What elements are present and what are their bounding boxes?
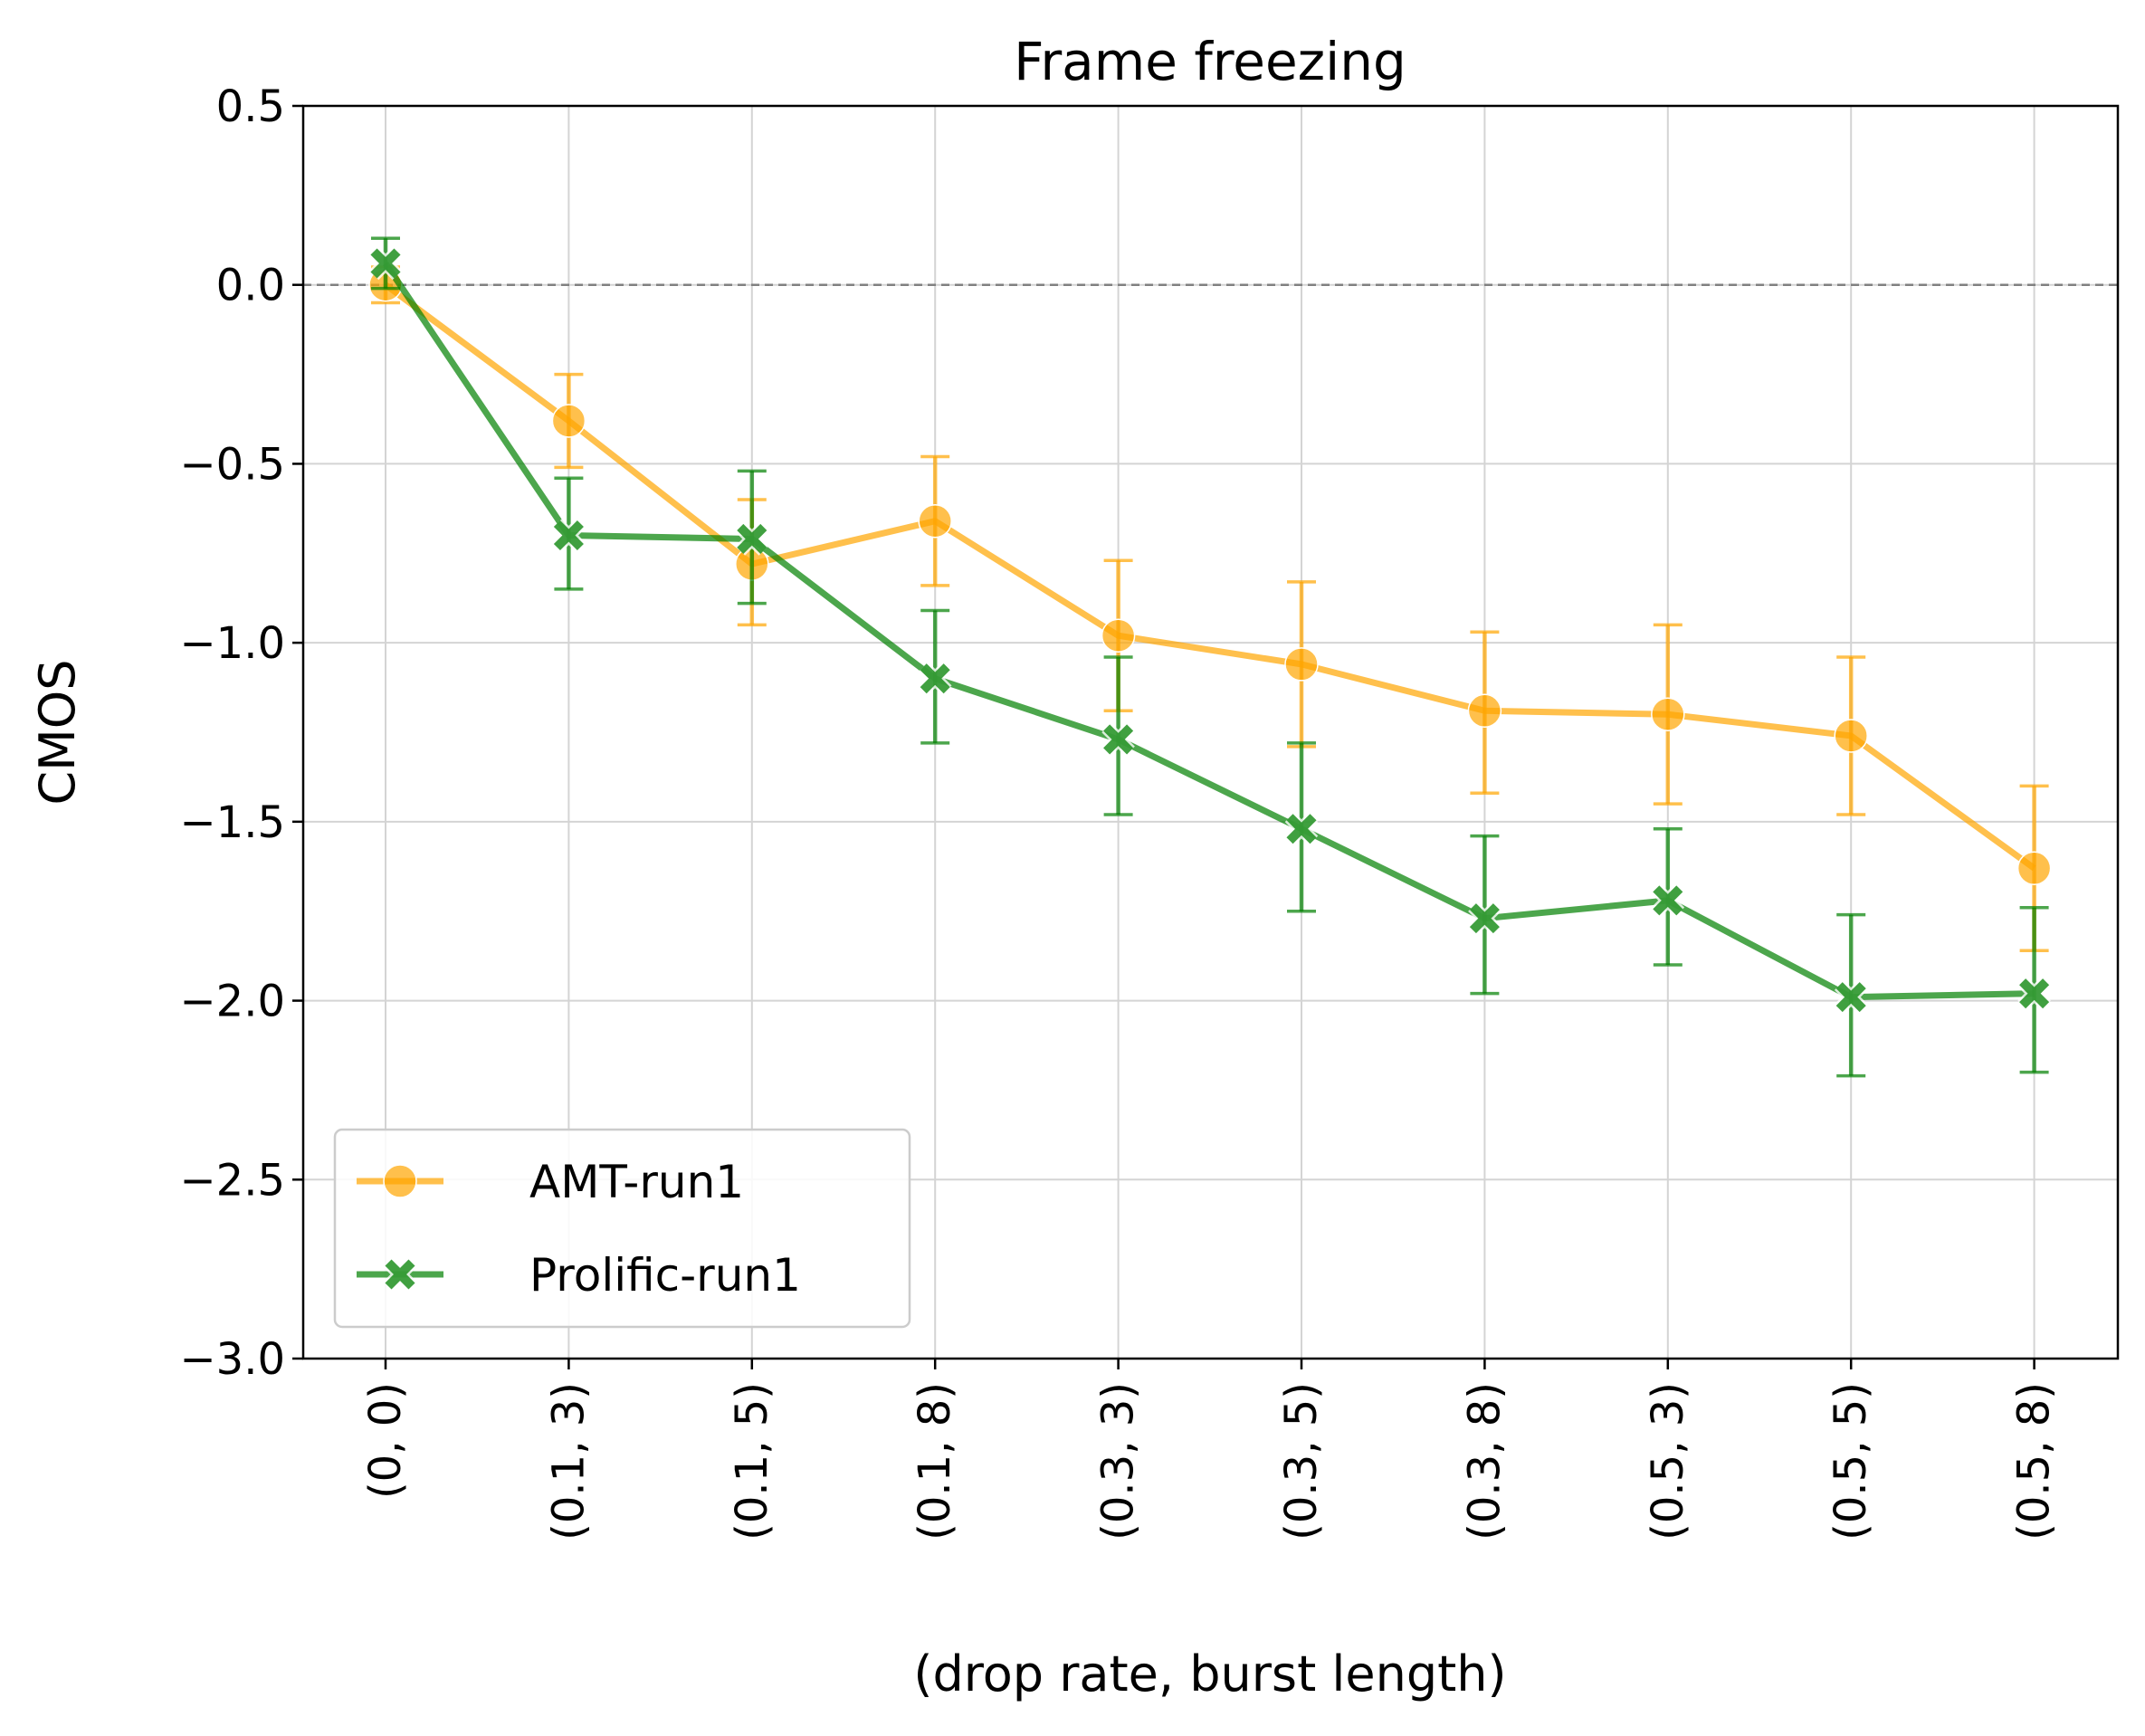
data-point [1835,982,1866,1013]
legend-marker [383,1164,417,1198]
y-tick-label: 0.0 [216,261,285,311]
axis-layer: 0.5 0.0 −0.5 −1.0 −1.5 −2.0 −2.5 −3.0 (0, 0) (0.1… [179,81,2059,1540]
data-point [1467,693,1502,729]
series-layer [368,236,2052,1078]
x-tick-label: (0.3, 3) [1093,1382,1144,1540]
data-point [920,663,950,694]
data-point [2016,851,2052,886]
y-tick-label: −2.5 [179,1155,285,1206]
legend-label: AMT-run1 [529,1156,744,1208]
data-point [1103,724,1134,755]
data-point [1101,618,1136,653]
x-tick-label: (0.5, 8) [2009,1382,2060,1540]
data-point [1469,903,1500,934]
data-point [370,248,401,279]
x-tick-label: (0.5, 3) [1643,1382,1693,1540]
y-tick-label: −2.0 [179,977,285,1027]
data-point [918,503,952,539]
series-line [383,262,2035,1001]
data-point [737,523,767,555]
data-point [1651,697,1685,731]
data-point [551,404,586,438]
chart-title: Frame freezing [1014,31,1406,92]
plot-frame [301,104,2120,1360]
data-point [1834,719,1868,753]
y-axis-title: CMOS [29,659,86,805]
x-tick-label: (0.5, 5) [1826,1382,1876,1540]
x-tick-label: (0, 0) [360,1382,411,1499]
x-tick-label: (0.1, 3) [543,1382,594,1540]
y-tick-label: −1.5 [179,797,285,848]
x-tick-label: (0.3, 8) [1459,1382,1510,1540]
legend-box [333,1128,911,1329]
y-tick-label: −3.0 [179,1334,285,1385]
legend-marker [385,1259,415,1290]
legend: AMT-run1 Prolific-run1 [333,1128,911,1329]
data-point [1653,885,1683,916]
x-axis-title: (drop rate, burst length) [913,1645,1506,1703]
data-point [1286,814,1317,844]
y-tick-label: 0.5 [216,81,285,132]
data-point [2019,978,2050,1009]
legend-label: Prolific-run1 [529,1249,801,1302]
x-tick-label: (0.3, 5) [1276,1382,1327,1540]
y-tick-label: −1.0 [179,618,285,669]
data-point [1284,647,1319,682]
series-line [383,281,2036,872]
x-tick-label: (0.1, 8) [910,1382,960,1540]
series-prolific-run1 [368,236,2051,1078]
data-point [553,520,584,551]
y-tick-label: −0.5 [179,439,285,490]
x-tick-label: (0.1, 5) [727,1382,777,1540]
